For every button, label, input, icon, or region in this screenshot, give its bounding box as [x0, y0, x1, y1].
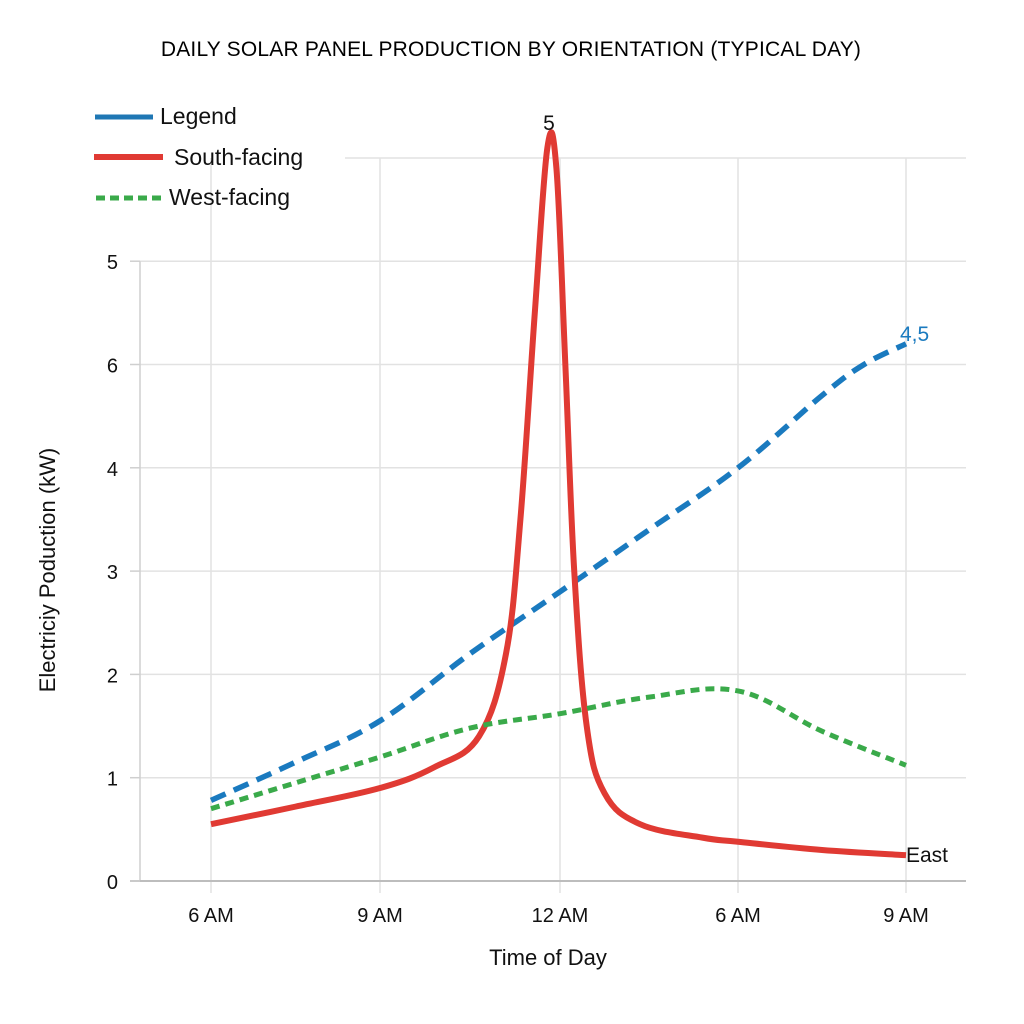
legend-label-2: West-facing — [169, 184, 290, 210]
legend: Legend South-facing West-facing — [94, 103, 303, 210]
y-tick-label: 2 — [107, 665, 118, 687]
y-axis-label: Electriciy Poduction (kW) — [35, 448, 60, 693]
x-tick-labels: 6 AM 9 AM 12 AM 6 AM 9 AM — [188, 905, 929, 927]
y-tick-label: 6 — [107, 356, 118, 378]
y-tick-label: 0 — [107, 872, 118, 894]
series-line-west-facing — [210, 686, 907, 812]
x-tick-label: 9 AM — [883, 905, 929, 927]
axes — [130, 260, 966, 882]
x-axis-label: Time of Day — [489, 945, 607, 970]
y-tick-label: 1 — [107, 769, 118, 791]
y-tick-label: 3 — [107, 562, 118, 584]
x-tick-label: 6 AM — [715, 905, 761, 927]
series-line-blue-unlabeled — [209, 341, 908, 803]
east-annotation: East — [906, 844, 948, 867]
series-group — [209, 129, 908, 859]
legend-label-0: Legend — [160, 103, 237, 129]
x-tick-label: 9 AM — [357, 905, 403, 927]
x-tick-label: 6 AM — [188, 905, 234, 927]
y-tick-label: 5 — [107, 252, 118, 274]
y-tick-labels: 0 1 2 3 4 6 5 — [107, 252, 118, 894]
legend-label-1: South-facing — [174, 144, 303, 170]
peak-annotation: 5 — [543, 112, 555, 135]
series-line-south-facing — [210, 129, 907, 859]
blue-end-annotation: 4,5 — [900, 323, 929, 346]
x-tick-label: 12 AM — [532, 905, 589, 927]
grid — [140, 157, 966, 893]
chart-title: DAILY SOLAR PANEL PRODUCTION BY ORIENTAT… — [161, 38, 861, 61]
y-tick-label: 4 — [107, 459, 118, 481]
